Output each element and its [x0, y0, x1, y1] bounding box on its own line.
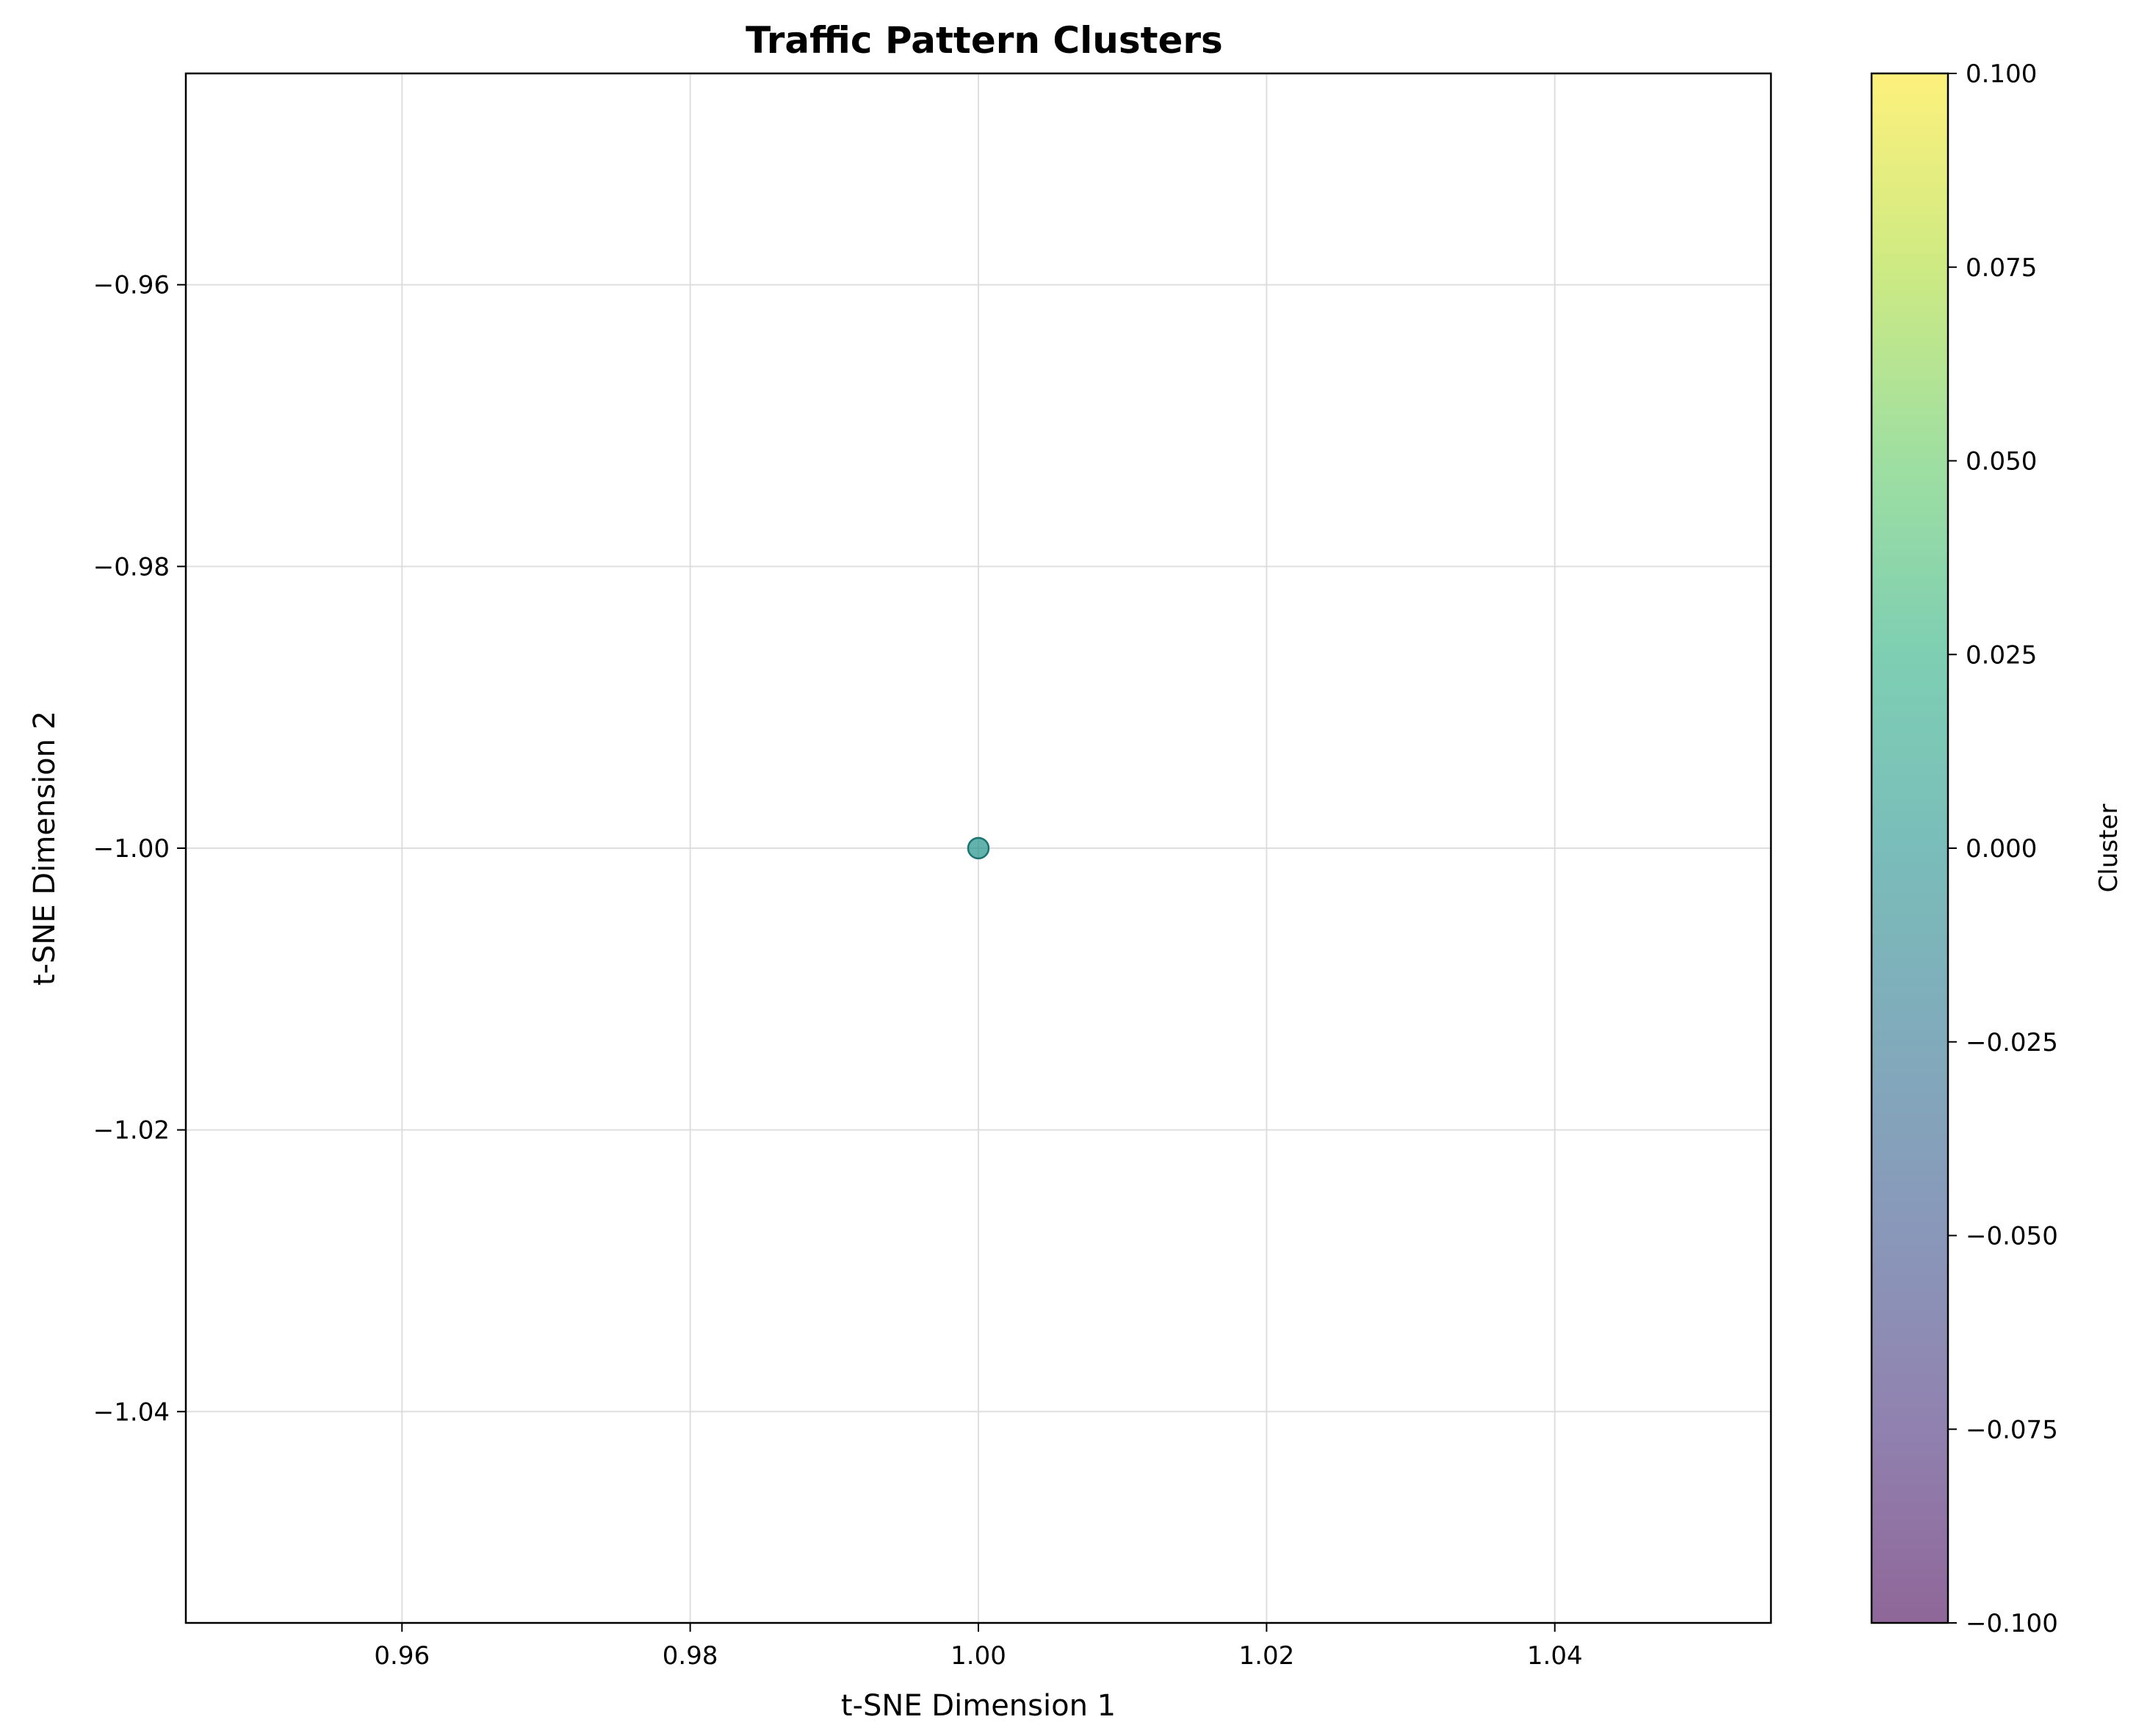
x-tick-label: 0.98 [663, 1641, 718, 1671]
chart-title: Traffic Pattern Clusters [746, 19, 1223, 62]
y-tick-label: −1.02 [93, 1116, 170, 1146]
colorbar-tick-label: −0.025 [1966, 1028, 2058, 1057]
x-axis-ticks: 0.96 0.98 1.00 1.02 1.04 [374, 1623, 1583, 1671]
colorbar-tick-label: 0.050 [1966, 447, 2037, 477]
y-axis-label: t-SNE Dimension 2 [28, 711, 62, 985]
colorbar-tick-label: 0.000 [1966, 834, 2037, 864]
colorbar-gradient [1872, 73, 1948, 1623]
y-tick-label: −0.96 [93, 271, 170, 300]
x-tick-label: 0.96 [374, 1641, 430, 1671]
colorbar-tick-label: 0.025 [1966, 640, 2037, 670]
x-axis-label: t-SNE Dimension 1 [841, 1689, 1116, 1723]
y-grid [186, 283, 1771, 1413]
colorbar: 0.100 0.075 0.050 0.025 0.000 −0.025 −0.050 −0.… [1870, 59, 2124, 1638]
colorbar-tick-label: 0.100 [1966, 59, 2037, 89]
x-tick-label: 1.04 [1527, 1641, 1583, 1671]
y-tick-label: −1.00 [93, 834, 170, 864]
y-axis-ticks: −0.96 −0.98 −1.00 −1.02 −1.04 [93, 271, 186, 1427]
colorbar-tick-label: −0.100 [1966, 1609, 2058, 1638]
colorbar-tick-label: −0.050 [1966, 1222, 2058, 1251]
y-tick-label: −0.98 [93, 552, 170, 582]
data-points [967, 836, 990, 860]
x-tick-label: 1.02 [1239, 1641, 1295, 1671]
data-point [967, 836, 990, 860]
colorbar-label: Cluster [2094, 804, 2124, 893]
y-tick-label: −1.04 [93, 1397, 170, 1427]
x-tick-label: 1.00 [950, 1641, 1006, 1671]
colorbar-tick-label: 0.075 [1966, 253, 2037, 283]
colorbar-tick-label: −0.075 [1966, 1415, 2058, 1444]
colorbar-ticks: 0.100 0.075 0.050 0.025 0.000 −0.025 −0.050 −0.… [1948, 59, 2058, 1638]
